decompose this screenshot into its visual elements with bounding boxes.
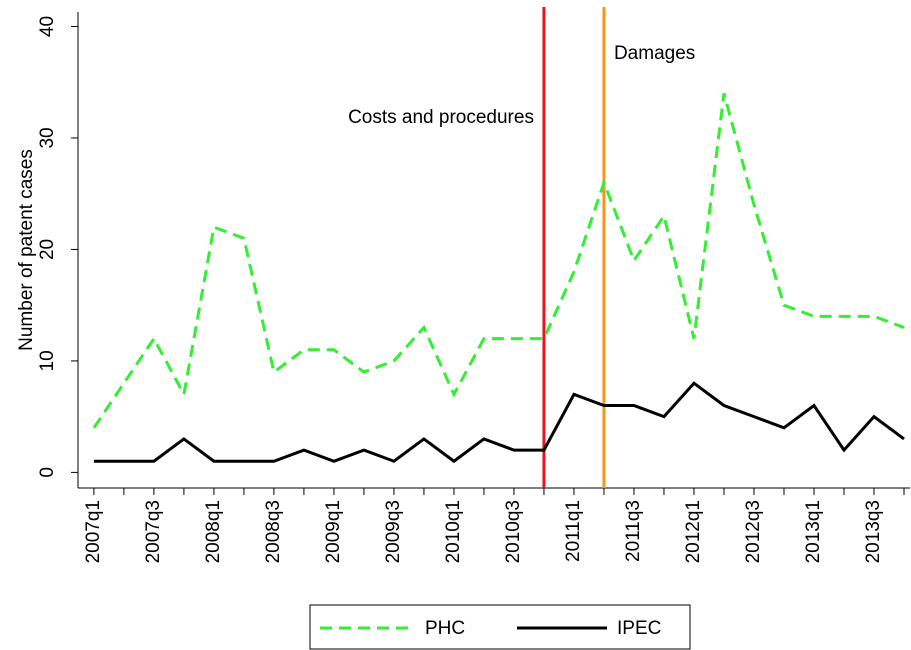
event-label: Damages bbox=[614, 43, 695, 64]
legend-label: PHC bbox=[425, 618, 465, 639]
x-tick-label: 2013q1 bbox=[803, 500, 824, 563]
x-tick-label: 2009q3 bbox=[383, 500, 404, 563]
x-tick-label: 2007q3 bbox=[143, 500, 164, 563]
legend-label: IPEC bbox=[617, 618, 661, 639]
x-tick-label: 2011q1 bbox=[563, 500, 584, 562]
x-tick-label: 2008q3 bbox=[263, 500, 284, 563]
y-tick-label: 10 bbox=[37, 350, 58, 371]
legend-box bbox=[309, 604, 691, 650]
x-tick-label: 2010q1 bbox=[443, 500, 464, 563]
event-label: Costs and procedures bbox=[348, 107, 534, 128]
x-tick-label: 2011q3 bbox=[623, 500, 644, 562]
x-tick-label: 2010q3 bbox=[503, 500, 524, 563]
y-tick-label: 20 bbox=[37, 239, 58, 260]
y-axis-label: Number of patent cases bbox=[16, 149, 37, 351]
x-tick-label: 2013q3 bbox=[863, 500, 884, 563]
series-line bbox=[93, 381, 905, 464]
series-line bbox=[92, 92, 905, 429]
x-tick-label: 2012q3 bbox=[743, 500, 764, 563]
y-tick-label: 40 bbox=[37, 16, 58, 37]
x-tick-label: 2012q1 bbox=[683, 500, 704, 563]
y-tick-label: 30 bbox=[37, 127, 58, 148]
y-tick-label: 0 bbox=[37, 467, 58, 478]
x-tick-label: 2008q1 bbox=[203, 500, 224, 563]
x-tick-label: 2009q1 bbox=[323, 500, 344, 563]
x-tick-label: 2007q1 bbox=[83, 500, 104, 563]
